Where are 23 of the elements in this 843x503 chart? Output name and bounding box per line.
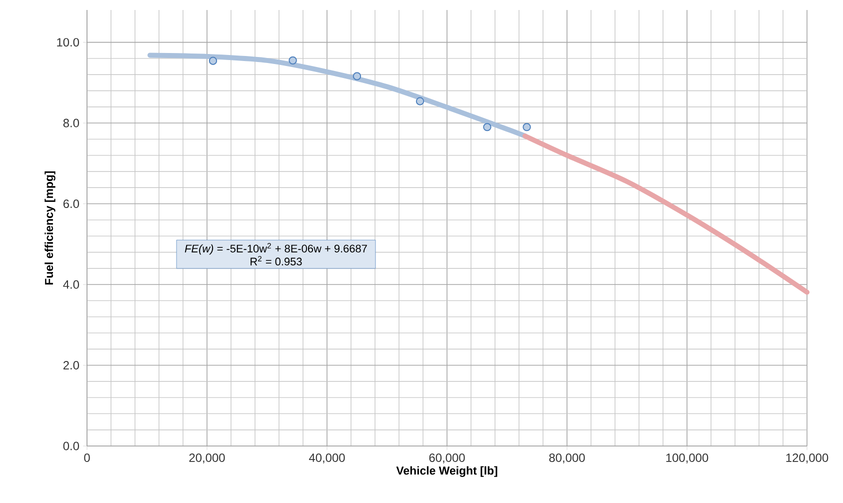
- annotation: FE(w) = -5E-10w$^{2}$ + 8E-06w + 9.6687: [184, 243, 367, 255]
- point: [483, 122, 492, 132]
- x-tick-label: 120,000: [786, 454, 828, 464]
- x-tick-label: 60,000: [429, 454, 465, 464]
- annotation: R$^{2}$ = 0.953: [250, 256, 302, 266]
- x-tick-label: 20,000: [189, 454, 225, 464]
- point: [208, 56, 218, 65]
- x-tick-label: 40,000: [309, 454, 345, 464]
- y-axis-title: Fuel efficiency [mpg]: [44, 171, 56, 285]
- x-axis-title: Vehicle Weight [lb]: [396, 466, 498, 477]
- y-tick-label: 8.0: [63, 118, 80, 128]
- x-tick-label: 100,000: [666, 454, 708, 464]
- x-tick-label: 80,000: [549, 454, 585, 464]
- y-tick-label: 6.0: [63, 200, 80, 208]
- x-tick-label: 0: [84, 454, 90, 462]
- y-tick-label: 10.0: [57, 38, 80, 47]
- point: [522, 122, 531, 132]
- point: [288, 56, 297, 65]
- y-tick-label: 4.0: [63, 280, 80, 289]
- y-tick-label: 0.0: [63, 442, 80, 450]
- point: [352, 72, 362, 80]
- point: [416, 97, 424, 106]
- y-tick-label: 2.0: [63, 361, 80, 370]
